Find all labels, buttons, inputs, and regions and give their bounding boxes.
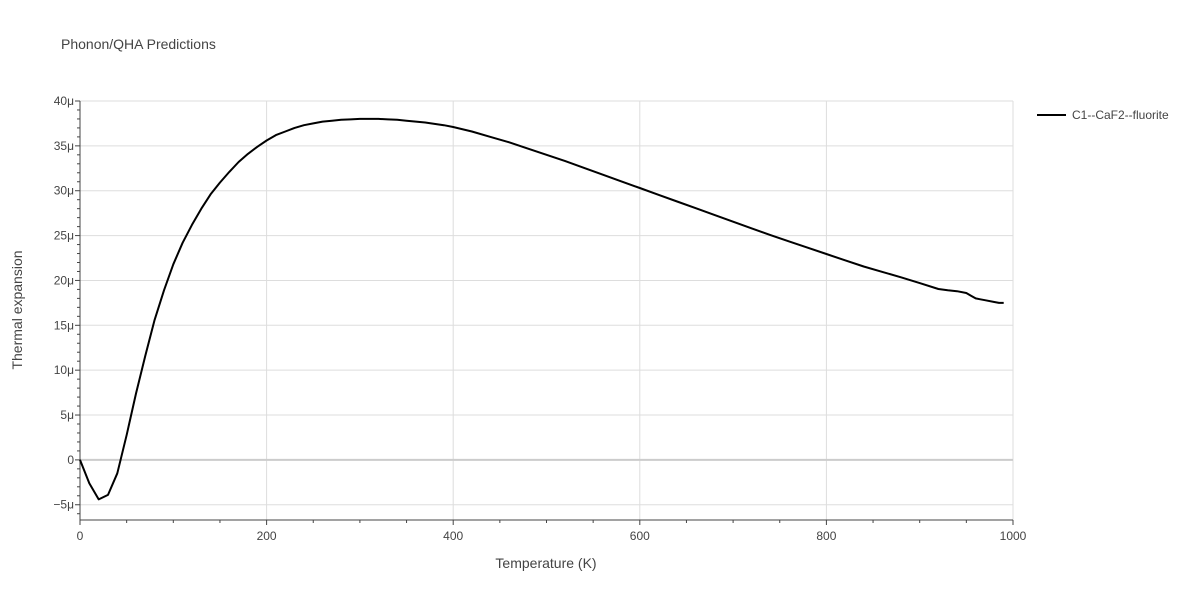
x-tick-label: 1000	[1000, 529, 1027, 543]
gridlines	[80, 100, 1014, 520]
y-axis-title: Thermal expansion	[9, 250, 25, 369]
x-tick-label: 0	[77, 529, 84, 543]
series-line-0	[79, 117, 1004, 501]
y-tick-label: 40μ	[54, 94, 74, 108]
y-tick-label: 20μ	[54, 273, 74, 287]
axes: 0 200 400 600 800 1000 −5μ 0 5μ 10μ 15μ 20μ 25μ 30μ 35…	[53, 94, 1026, 543]
x-axis-title: Temperature (K)	[495, 555, 596, 571]
y-tick-label: 30μ	[54, 184, 74, 198]
y-tick-label: 10μ	[54, 363, 74, 377]
y-tick-label: 25μ	[54, 229, 74, 243]
x-tick-label: 800	[816, 529, 836, 543]
chart-title: Phonon/QHA Predictions	[61, 36, 216, 52]
y-tick-label: −5μ	[53, 498, 74, 512]
y-tick-label: 5μ	[60, 408, 74, 422]
x-tick-label: 400	[443, 529, 463, 543]
y-tick-label: 0	[67, 453, 74, 467]
y-tick-label: 15μ	[54, 318, 74, 332]
y-tick-label: 35μ	[54, 139, 74, 153]
x-tick-label: 600	[630, 529, 650, 543]
series-layer	[79, 117, 1004, 501]
legend: C1--CaF2--fluorite	[1037, 108, 1169, 122]
legend-item-label: C1--CaF2--fluorite	[1072, 108, 1169, 122]
x-tick-label: 200	[257, 529, 277, 543]
